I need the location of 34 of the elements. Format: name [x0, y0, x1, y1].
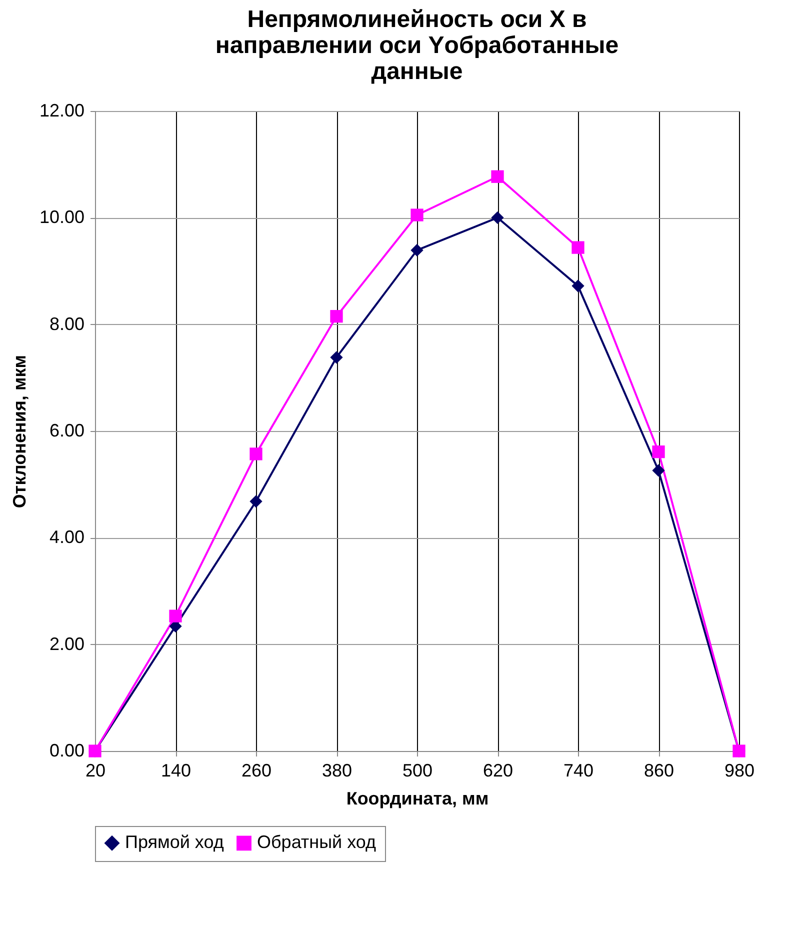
- point: [652, 445, 665, 458]
- point: [250, 448, 262, 460]
- x-tick-label: 740: [563, 760, 594, 780]
- y-axis-title: Отклонения, мкм: [9, 354, 30, 508]
- y-tick-label: 8.00: [49, 314, 84, 334]
- y-tick-label: 0.00: [49, 740, 84, 760]
- point: [572, 280, 584, 292]
- legend-label: Обратный ход: [257, 832, 377, 852]
- x-tick-label: 980: [724, 760, 755, 780]
- y-tick-label: 2.00: [49, 634, 84, 654]
- point: [652, 464, 665, 477]
- point: [169, 610, 182, 622]
- legend-label: Прямой ход: [125, 832, 224, 852]
- x-tick-label: 260: [241, 760, 272, 780]
- y-tick-label: 4.00: [49, 527, 84, 548]
- y-tick-label: 6.00: [49, 420, 84, 440]
- x-tick-label: 860: [644, 760, 674, 780]
- point: [410, 208, 424, 222]
- x-tick-label: 140: [160, 760, 192, 780]
- point: [491, 211, 504, 224]
- x-axis-title: Координата, мм: [346, 788, 489, 808]
- x-tick-label: 380: [322, 760, 352, 780]
- y-tick-label: 12.00: [39, 100, 84, 120]
- chart-title: Непрямолинейность оси X в направлении оси Yобработанные данные: [215, 6, 619, 85]
- point: [330, 351, 343, 364]
- x-tick-label: 620: [482, 760, 514, 780]
- y-tick-label: 10.00: [39, 207, 84, 228]
- x-tick-label: 500: [402, 760, 433, 780]
- point: [250, 495, 262, 508]
- point: [491, 170, 504, 183]
- point: [572, 241, 584, 254]
- point: [330, 310, 343, 323]
- point: [410, 244, 424, 257]
- x-tick-label: 20: [85, 760, 106, 780]
